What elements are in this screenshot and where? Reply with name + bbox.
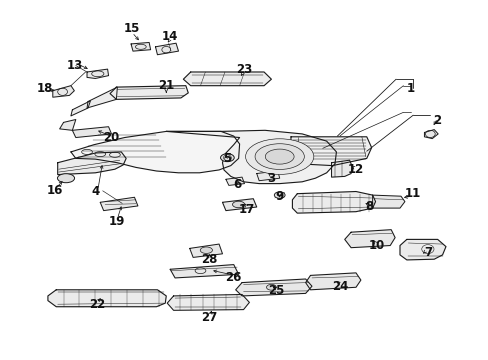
Text: 19: 19 (108, 215, 124, 228)
Polygon shape (71, 101, 90, 116)
Text: 3: 3 (267, 172, 275, 185)
Polygon shape (100, 197, 138, 211)
Polygon shape (305, 273, 360, 290)
Polygon shape (222, 199, 256, 211)
Polygon shape (372, 195, 404, 208)
Polygon shape (131, 42, 150, 51)
Text: 11: 11 (404, 187, 421, 200)
Text: 23: 23 (236, 63, 252, 76)
Ellipse shape (220, 154, 234, 162)
Text: 10: 10 (367, 239, 384, 252)
Polygon shape (235, 279, 311, 296)
Polygon shape (256, 171, 279, 181)
Text: 24: 24 (331, 280, 347, 293)
Polygon shape (292, 192, 375, 213)
Text: 5: 5 (223, 152, 231, 165)
Ellipse shape (266, 284, 276, 290)
Polygon shape (71, 131, 239, 173)
Polygon shape (424, 130, 437, 139)
Text: 7: 7 (423, 246, 431, 259)
Polygon shape (225, 177, 244, 185)
Text: 4: 4 (91, 185, 99, 198)
Ellipse shape (245, 139, 313, 175)
Ellipse shape (58, 174, 75, 183)
Ellipse shape (274, 192, 285, 198)
Ellipse shape (255, 144, 304, 170)
Polygon shape (53, 86, 74, 97)
Polygon shape (189, 244, 222, 257)
Text: 1: 1 (406, 82, 414, 95)
Polygon shape (344, 230, 394, 248)
Polygon shape (48, 290, 166, 307)
Text: 9: 9 (275, 190, 283, 203)
Text: 27: 27 (201, 311, 217, 324)
Text: 28: 28 (201, 253, 217, 266)
Polygon shape (155, 43, 178, 55)
Polygon shape (331, 160, 351, 177)
Text: 14: 14 (162, 30, 178, 42)
Polygon shape (167, 294, 249, 310)
Text: 13: 13 (66, 59, 82, 72)
Text: 2: 2 (433, 114, 441, 127)
Text: 16: 16 (46, 184, 63, 197)
Polygon shape (170, 265, 238, 278)
Polygon shape (399, 239, 445, 260)
Polygon shape (166, 130, 336, 184)
Ellipse shape (200, 247, 212, 253)
Text: 15: 15 (123, 22, 140, 35)
Ellipse shape (265, 149, 293, 164)
Text: 8: 8 (365, 201, 372, 213)
Polygon shape (110, 86, 188, 99)
Text: 21: 21 (158, 79, 174, 92)
Text: 12: 12 (347, 163, 364, 176)
Text: 18: 18 (37, 82, 53, 95)
Polygon shape (183, 72, 271, 86)
Text: 25: 25 (267, 284, 284, 297)
Ellipse shape (232, 201, 244, 208)
Polygon shape (87, 69, 108, 78)
Text: 22: 22 (88, 298, 105, 311)
Polygon shape (58, 152, 126, 175)
Text: 17: 17 (238, 203, 255, 216)
Polygon shape (72, 127, 111, 138)
Polygon shape (290, 137, 371, 166)
Polygon shape (60, 120, 76, 130)
Polygon shape (87, 87, 117, 108)
Text: 26: 26 (225, 271, 242, 284)
Text: 6: 6 (233, 178, 241, 191)
Text: 20: 20 (103, 131, 120, 144)
